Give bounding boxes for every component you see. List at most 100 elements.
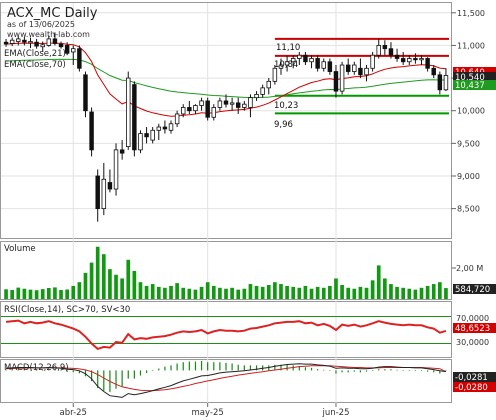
candle-body bbox=[407, 58, 412, 63]
macd-panel-title: MACD(12,26,9) bbox=[4, 363, 69, 373]
candle bbox=[150, 127, 155, 144]
candle bbox=[9, 37, 15, 47]
candle bbox=[16, 35, 21, 46]
volume-bar bbox=[175, 283, 179, 299]
candle-body bbox=[199, 100, 204, 106]
candle bbox=[333, 65, 339, 98]
candle bbox=[382, 40, 388, 56]
candle-body bbox=[211, 107, 217, 118]
volume-bar bbox=[273, 282, 277, 299]
macd-hist-bar bbox=[29, 369, 32, 371]
macd-line bbox=[6, 363, 446, 398]
macd-hist-bar bbox=[249, 365, 252, 371]
macd-hist-bar bbox=[139, 370, 142, 376]
candle-body bbox=[266, 80, 271, 89]
macd-hist-bar bbox=[127, 370, 129, 379]
candle-body bbox=[95, 175, 100, 210]
candle-body bbox=[3, 41, 9, 45]
candle bbox=[266, 78, 271, 95]
candle-body bbox=[9, 39, 15, 44]
volume-bar bbox=[279, 284, 283, 299]
candle bbox=[327, 58, 333, 75]
volume-bar bbox=[40, 289, 45, 299]
macd-hist-bar bbox=[372, 370, 374, 372]
volume-bar bbox=[187, 288, 192, 299]
candle bbox=[345, 58, 351, 75]
volume-bars bbox=[4, 246, 448, 299]
macd-hist-bar bbox=[396, 369, 398, 371]
macd-hist-bar bbox=[408, 370, 410, 372]
volume-bar bbox=[254, 285, 259, 299]
volume-tick-label: 2,00 M bbox=[456, 264, 483, 273]
candle bbox=[156, 123, 162, 141]
candle bbox=[89, 107, 94, 157]
candle-body bbox=[358, 67, 363, 76]
volume-bar bbox=[444, 288, 448, 299]
candle-body bbox=[352, 64, 357, 72]
candle bbox=[34, 38, 39, 49]
candle-body bbox=[71, 48, 76, 53]
candle-body bbox=[235, 102, 241, 108]
volume-bar bbox=[181, 287, 186, 299]
candle-body bbox=[394, 54, 400, 59]
price-tick-label: 9,000 bbox=[457, 172, 480, 181]
annotation-support-high: 10,23 bbox=[274, 101, 298, 111]
macd-hist-bar bbox=[384, 369, 386, 371]
candle bbox=[315, 55, 320, 72]
candle bbox=[144, 127, 149, 144]
volume-bar bbox=[46, 287, 51, 299]
candle bbox=[113, 143, 119, 196]
candle bbox=[95, 169, 100, 222]
candle bbox=[211, 104, 217, 121]
macd-hist-bar bbox=[335, 370, 337, 374]
rsi-panel-title: RSI(Close,14), SC>70, SV<30 bbox=[4, 305, 130, 315]
candle bbox=[83, 71, 88, 118]
candle bbox=[297, 51, 302, 66]
macd-hist-bar bbox=[420, 370, 423, 372]
candle-body bbox=[113, 149, 119, 190]
macd-hist-bar bbox=[237, 364, 239, 371]
rsi-panel-frame bbox=[0, 301, 452, 358]
candle-body bbox=[419, 58, 424, 61]
volume-bar bbox=[138, 282, 143, 299]
candle-body bbox=[138, 133, 143, 151]
chart-subtitle: as of 13/06/2025 bbox=[7, 20, 75, 29]
macd-hist-bar bbox=[133, 370, 135, 379]
candle-body bbox=[119, 149, 125, 154]
macd-hist-bar bbox=[48, 369, 50, 371]
macd-hist-bar bbox=[304, 367, 307, 371]
candle bbox=[242, 100, 247, 111]
candle bbox=[370, 51, 375, 72]
candle bbox=[205, 97, 210, 121]
ema70-value: 10,437 bbox=[455, 81, 485, 91]
candle-body bbox=[52, 38, 58, 44]
candle bbox=[364, 65, 369, 82]
candle-body bbox=[272, 67, 278, 82]
volume-bar bbox=[242, 288, 247, 299]
volume-value-badge bbox=[453, 284, 496, 294]
volume-bar bbox=[4, 289, 8, 299]
volume-bar bbox=[28, 289, 33, 299]
macd-hist-bar bbox=[286, 364, 288, 371]
macd-hist-bar bbox=[145, 370, 148, 373]
macd-hist-bar bbox=[36, 370, 38, 372]
candle-body bbox=[309, 58, 314, 63]
candle bbox=[358, 58, 363, 79]
volume-bar bbox=[291, 286, 296, 299]
volume-bar bbox=[236, 289, 241, 299]
candle-body bbox=[315, 58, 320, 69]
macd-hist-bar bbox=[365, 370, 368, 372]
candle bbox=[388, 42, 394, 59]
volume-value: 584,720 bbox=[455, 285, 490, 295]
volume-bar bbox=[53, 287, 57, 299]
candle-body bbox=[229, 102, 235, 105]
volume-bar bbox=[285, 285, 289, 299]
rsi-tick-30: 30,0000 bbox=[456, 338, 489, 347]
chart-source: www.wealth-lab.com bbox=[7, 30, 90, 39]
candle-body bbox=[327, 61, 333, 72]
volume-bar bbox=[230, 287, 234, 299]
volume-bar bbox=[132, 271, 137, 299]
candle-body bbox=[150, 129, 155, 141]
volume-bar bbox=[328, 285, 332, 299]
